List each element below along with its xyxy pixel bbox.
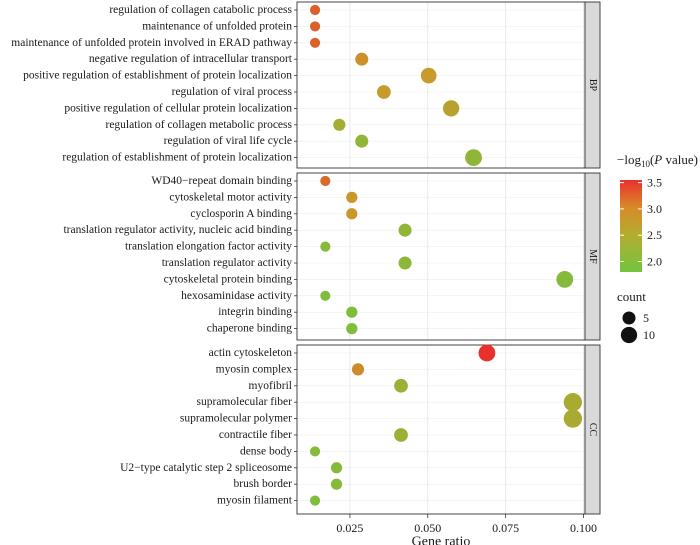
term-label: translation elongation factor activity bbox=[125, 241, 292, 253]
x-axis-title: Gene ratio bbox=[412, 535, 471, 545]
data-point bbox=[309, 21, 321, 32]
data-point bbox=[376, 85, 391, 99]
term-label: myosin complex bbox=[216, 363, 293, 375]
term-label: positive regulation of establishment of … bbox=[23, 70, 292, 82]
panels-layer: BP regulation of collagen catabolic proce… bbox=[11, 1, 601, 515]
legend: −log10(P value) 3.5 3.0 2.5 2.0 count 5 10 bbox=[617, 152, 698, 344]
data-point bbox=[398, 223, 412, 237]
data-point bbox=[309, 495, 321, 506]
term-label: U2−type catalytic step 2 spliceosome bbox=[120, 462, 292, 474]
data-point bbox=[563, 393, 583, 412]
x-tick-label: 0.025 bbox=[336, 521, 363, 535]
size-legend-title: count bbox=[617, 289, 646, 304]
x-axis: 0.025 0.050 0.075 0.100 bbox=[336, 514, 597, 535]
panel-bp: BP regulation of collagen catabolic proce… bbox=[11, 1, 601, 169]
term-label: cytoskeletal protein binding bbox=[164, 273, 293, 285]
term-label: hexosaminidase activity bbox=[181, 290, 292, 302]
size-legend-dot bbox=[620, 326, 638, 344]
term-label: cyclosporin A binding bbox=[190, 208, 292, 220]
term-label: maintenance of unfolded protein involved… bbox=[11, 37, 292, 49]
data-point bbox=[355, 52, 369, 66]
facet-strip-label: BP bbox=[587, 79, 598, 92]
data-point bbox=[563, 409, 583, 428]
term-label: regulation of collagen metabolic process bbox=[106, 119, 293, 131]
data-point bbox=[346, 208, 358, 220]
color-bar-label: 3.5 bbox=[647, 176, 662, 190]
term-label: contractile fiber bbox=[219, 429, 292, 441]
size-legend-dot bbox=[622, 311, 636, 325]
data-point bbox=[320, 175, 331, 187]
term-label: positive regulation of cellular protein … bbox=[64, 102, 292, 114]
data-point bbox=[420, 67, 437, 84]
term-label: translation regulator activity, nucleic … bbox=[63, 224, 292, 236]
data-point bbox=[320, 241, 331, 252]
data-point bbox=[320, 290, 331, 301]
term-label: regulation of collagen catabolic process bbox=[109, 4, 292, 16]
data-point bbox=[478, 344, 496, 362]
term-label: actin cytoskeleton bbox=[209, 347, 293, 359]
data-point bbox=[333, 118, 346, 131]
term-label: maintenance of unfolded protein bbox=[142, 20, 292, 32]
color-bar-label: 3.0 bbox=[647, 202, 662, 216]
panel-background bbox=[297, 173, 585, 340]
data-point bbox=[398, 256, 412, 270]
term-label: WD40−repeat domain binding bbox=[151, 175, 292, 187]
facet-strip-label: MF bbox=[587, 249, 598, 264]
panel-cc: CC actin cytoskeleton myosin complex myofib… bbox=[120, 344, 601, 515]
facet-strip-label: CC bbox=[587, 423, 598, 437]
data-point bbox=[394, 428, 408, 442]
term-label: translation regulator activity bbox=[162, 257, 293, 269]
x-tick-label: 0.100 bbox=[570, 521, 597, 535]
data-point bbox=[309, 446, 321, 457]
data-point bbox=[556, 270, 574, 288]
size-legend-label: 5 bbox=[643, 311, 649, 325]
data-point bbox=[465, 149, 482, 167]
panel-mf: MF WD40−repeat domain binding cytoskeletal… bbox=[63, 172, 601, 341]
color-bar-label: 2.0 bbox=[647, 254, 662, 268]
size-legend-label: 10 bbox=[643, 328, 655, 342]
term-label: regulation of viral process bbox=[172, 86, 293, 98]
term-label: regulation of establishment of protein l… bbox=[62, 152, 292, 164]
color-bar bbox=[620, 180, 642, 272]
data-point bbox=[394, 378, 408, 393]
x-tick-label: 0.050 bbox=[414, 521, 441, 535]
term-label: integrin binding bbox=[218, 306, 292, 318]
panel-background bbox=[297, 345, 585, 514]
term-label: dense body bbox=[240, 445, 292, 457]
panel-background bbox=[297, 2, 585, 168]
term-label: cytoskeletal motor activity bbox=[169, 191, 292, 203]
data-point bbox=[351, 363, 365, 376]
x-tick-label: 0.075 bbox=[492, 521, 519, 535]
term-label: chaperone binding bbox=[207, 323, 293, 335]
term-label: myofibril bbox=[249, 380, 292, 392]
facet-strip bbox=[584, 172, 601, 341]
data-point bbox=[355, 134, 369, 148]
data-point bbox=[309, 4, 321, 16]
data-point bbox=[330, 478, 343, 490]
data-point bbox=[330, 462, 343, 474]
color-bar-label: 2.5 bbox=[647, 228, 662, 242]
term-label: brush border bbox=[234, 478, 293, 490]
term-label: negative regulation of intracellular tra… bbox=[89, 53, 293, 65]
term-label: regulation of viral life cycle bbox=[164, 135, 292, 147]
term-label: myosin filament bbox=[217, 495, 293, 507]
data-point bbox=[346, 191, 358, 204]
data-point bbox=[442, 100, 460, 117]
data-point bbox=[346, 306, 358, 318]
data-point bbox=[346, 322, 358, 335]
data-point bbox=[309, 37, 321, 48]
term-label: supramolecular fiber bbox=[197, 396, 293, 408]
color-legend-title: −log10(P value) bbox=[617, 152, 698, 169]
facet-strip bbox=[584, 344, 601, 515]
term-label: supramolecular polymer bbox=[180, 413, 292, 425]
facet-strip bbox=[584, 1, 601, 169]
